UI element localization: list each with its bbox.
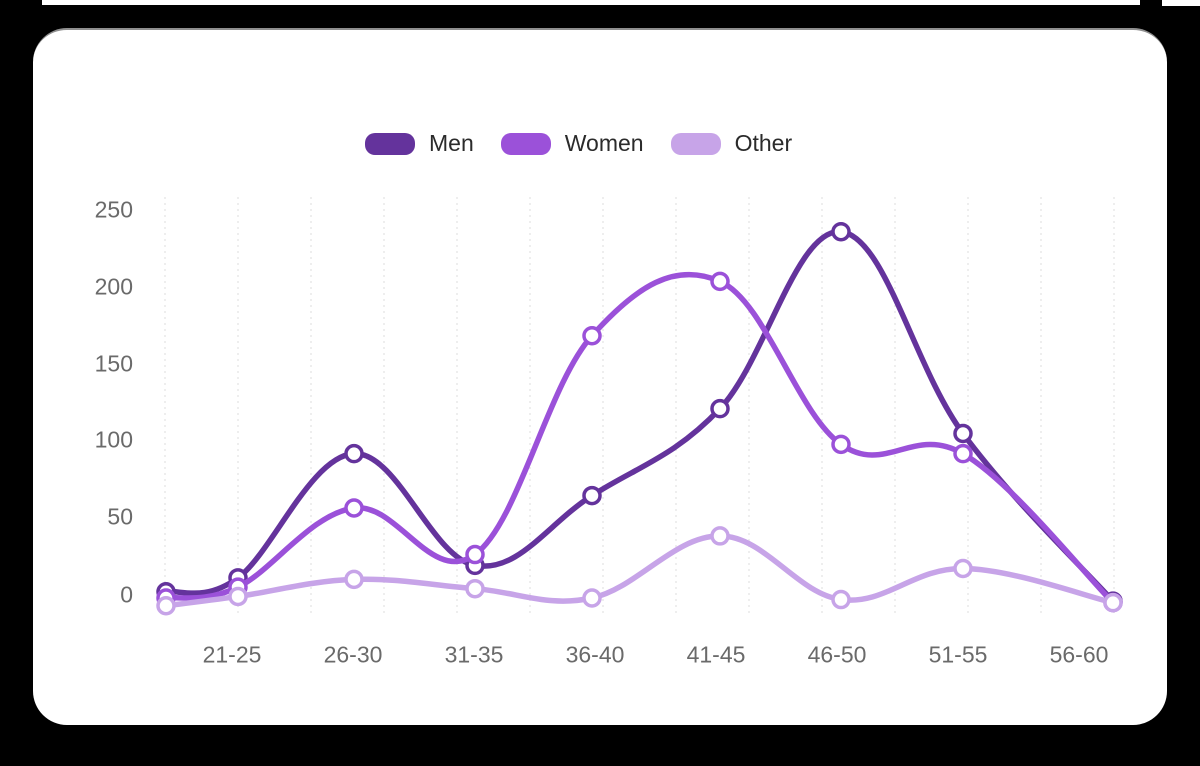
x-axis-tick: 31-35 [444,641,504,668]
y-axis-tick: 250 [94,196,133,223]
x-axis-tick: 41-45 [686,641,746,668]
data-point-marker-other[interactable] [344,569,364,590]
data-point-marker-other[interactable] [710,526,730,546]
data-point-marker-women[interactable] [953,443,973,464]
data-point-marker-women[interactable] [344,498,364,518]
legend-item-other[interactable]: Other [670,130,793,157]
data-point-marker-other[interactable] [465,578,485,599]
chart-card: Men Women Other 250 200 150 100 50 0 21-… [33,28,1167,725]
chart-legend: Men Women Other [365,130,792,157]
series-line-other [163,533,1116,609]
chart-svg[interactable] [33,30,1167,727]
legend-swatch-men-icon [365,132,415,155]
background-window-edge-left [42,0,1140,5]
legend-label-men: Men [429,130,474,156]
x-axis-tick: 21-25 [202,641,262,668]
x-axis-tick: 51-55 [928,641,988,668]
x-axis-tick: 26-30 [323,641,383,668]
y-axis-tick: 150 [94,350,133,377]
legend-label-other: Other [734,130,793,156]
data-point-marker-women[interactable] [582,325,602,346]
line-chart[interactable]: 250 200 150 100 50 0 21-25 26-30 31-35 3… [33,30,1167,727]
series-line-women [163,271,1116,606]
data-point-marker-men[interactable] [831,221,851,242]
data-point-marker-other[interactable] [1103,592,1123,613]
data-point-marker-men[interactable] [344,443,364,464]
data-point-marker-women[interactable] [710,271,730,292]
legend-swatch-other-icon [670,132,721,155]
y-axis-tick: 0 [120,581,133,608]
y-axis-tick: 100 [94,426,133,453]
legend-label-women: Women [564,130,644,156]
x-axis-tick: 56-60 [1049,641,1109,668]
y-axis-tick: 200 [94,273,133,300]
y-axis-tick: 50 [107,503,133,530]
background-window-edge-right [1162,0,1200,6]
data-point-marker-men[interactable] [953,423,973,444]
data-point-marker-other[interactable] [156,596,176,616]
data-point-marker-women[interactable] [831,434,851,455]
series-line-men [163,228,1116,604]
legend-item-men[interactable]: Men [365,130,474,157]
data-point-marker-other[interactable] [228,586,248,607]
data-point-marker-women[interactable] [465,544,485,565]
x-axis-tick: 46-50 [807,641,867,668]
legend-swatch-women-icon [500,132,551,155]
data-point-marker-other[interactable] [953,558,973,579]
data-point-marker-other[interactable] [582,588,602,608]
data-point-marker-men[interactable] [582,485,602,506]
legend-item-women[interactable]: Women [500,130,644,157]
x-axis-tick: 36-40 [565,641,625,668]
data-point-marker-other[interactable] [831,589,851,610]
data-point-marker-men[interactable] [710,398,730,419]
